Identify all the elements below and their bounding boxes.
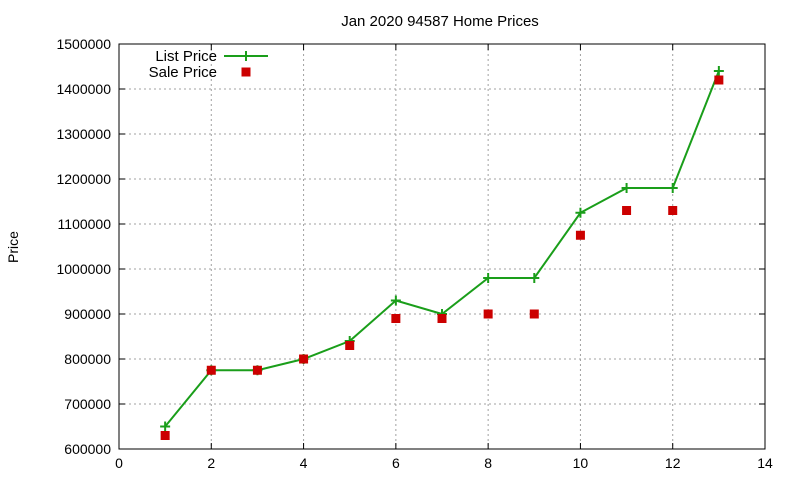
- sale-price-marker: [299, 354, 309, 364]
- y-tick-label: 1200000: [56, 171, 111, 187]
- legend-square-swatch: [241, 67, 251, 77]
- sale-price-marker: [529, 309, 539, 319]
- list-price-marker: [667, 183, 678, 193]
- x-tick-label: 0: [115, 455, 123, 471]
- list-price-marker: [713, 66, 724, 76]
- y-axis-label: Price: [5, 231, 21, 263]
- series-list-price: [160, 66, 724, 432]
- y-tick-label: 800000: [64, 351, 111, 367]
- axes: 0 2 4 6 8 10 12 14 600000 700000 800000 900000 10000…: [56, 36, 773, 471]
- y-tick-label: 1000000: [56, 261, 111, 277]
- list-price-marker: [621, 183, 632, 193]
- sale-price-marker: [622, 206, 632, 215]
- y-tick-label: 600000: [64, 441, 111, 457]
- y-tick-label: 1500000: [56, 36, 111, 52]
- y-tick-label: 700000: [64, 396, 111, 412]
- x-tick-label: 4: [300, 455, 308, 471]
- list-price-marker: [160, 421, 171, 432]
- x-tick-label: 14: [757, 455, 773, 471]
- grid: [119, 44, 765, 449]
- legend-plus-swatch: [241, 51, 251, 61]
- list-price-marker: [575, 207, 586, 218]
- series-group: [160, 66, 724, 440]
- y-tick-label: 1100000: [58, 216, 112, 232]
- sale-price-marker: [345, 341, 355, 350]
- plot-border: [118, 43, 766, 450]
- y-tick-label: 1300000: [56, 126, 111, 142]
- sale-price-marker: [575, 230, 585, 240]
- list-price-marker: [390, 295, 401, 306]
- list-price-marker: [483, 273, 494, 283]
- sale-price-marker: [437, 314, 447, 323]
- y-tick-label: 900000: [64, 306, 111, 322]
- x-tick-label: 6: [392, 455, 400, 471]
- sale-price-marker: [714, 75, 724, 85]
- x-tick-label: 10: [573, 455, 589, 471]
- y-tick-label: 1400000: [56, 81, 111, 97]
- chart-title: Jan 2020 94587 Home Prices: [341, 13, 539, 30]
- sale-price-marker: [668, 206, 678, 215]
- legend-label: Sale Price: [149, 64, 217, 81]
- x-tick-label: 2: [207, 455, 215, 471]
- sale-price-marker: [483, 309, 493, 319]
- x-tick-label: 8: [484, 455, 492, 471]
- x-tick-label: 12: [665, 455, 681, 471]
- sale-price-marker: [391, 314, 401, 323]
- sale-price-marker: [160, 431, 170, 440]
- list-price-line: [164, 70, 720, 428]
- list-price-marker: [529, 273, 540, 283]
- sale-price-marker: [206, 365, 216, 375]
- series-sale-price: [160, 75, 724, 440]
- sale-price-marker: [252, 365, 262, 375]
- legend-label: List Price: [155, 48, 217, 65]
